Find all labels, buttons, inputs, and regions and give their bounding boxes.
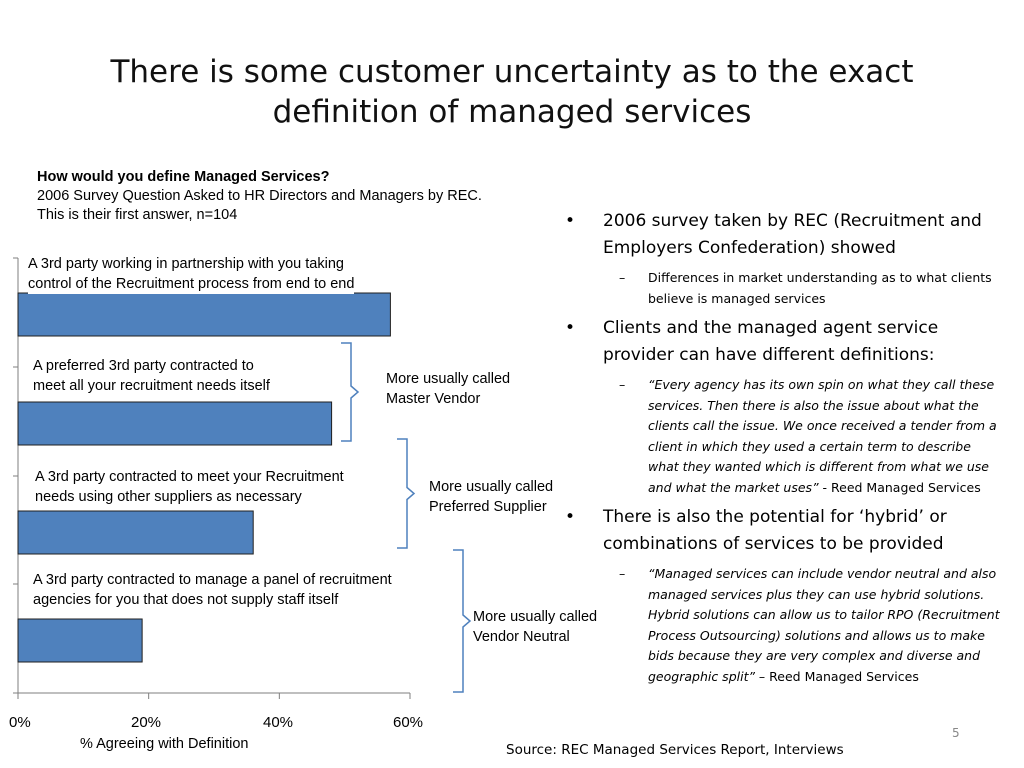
- bar-label-line2: needs using other suppliers as necessary: [35, 489, 302, 505]
- bar: [17, 510, 254, 555]
- callout-master-vendor: More usually called Master Vendor: [386, 369, 510, 409]
- bracket: [453, 549, 472, 693]
- bullet-item: 2006 survey taken by REC (Recruitment an…: [563, 208, 1003, 262]
- survey-question-subtitle: 2006 Survey Question Asked to HR Directo…: [37, 188, 482, 223]
- bullet-item: Clients and the managed agent service pr…: [563, 315, 1003, 369]
- bullet-item: There is also the potential for ‘hybrid’…: [563, 504, 1003, 558]
- x-axis-title: % Agreeing with Definition: [80, 736, 249, 752]
- bar-label-line1: A 3rd party contracted to meet your Recr…: [35, 469, 344, 485]
- bar-label-other-suppliers: A 3rd party contracted to meet your Recr…: [35, 467, 344, 507]
- x-tick-label: 20%: [131, 714, 162, 731]
- quote-text: “Managed services can include vendor neu…: [648, 566, 1000, 684]
- sub-bullet-item: “Every agency has its own spin on what t…: [563, 375, 1003, 498]
- survey-question: How would you define Managed Services? 2…: [37, 168, 507, 225]
- quote-text: “Every agency has its own spin on what t…: [648, 377, 997, 495]
- sub-bullet-item: “Managed services can include vendor neu…: [563, 564, 1003, 687]
- survey-question-title: How would you define Managed Services?: [37, 169, 330, 185]
- bar-label-line2: control of the Recruitment process from …: [28, 276, 355, 292]
- callout-line2: Vendor Neutral: [473, 629, 570, 645]
- bracket: [397, 438, 416, 549]
- x-tick-label: 40%: [263, 714, 294, 731]
- bar-label-line1: A 3rd party working in partnership with …: [28, 256, 344, 272]
- source-note: Source: REC Managed Services Report, Int…: [506, 742, 844, 758]
- bar-label-line2: meet all your recruitment needs itself: [33, 378, 270, 394]
- bar-label-line1: A preferred 3rd party contracted to: [33, 358, 254, 374]
- x-tick-label: 60%: [393, 714, 424, 731]
- page-number: 5: [952, 726, 960, 740]
- callout-line2: Preferred Supplier: [429, 499, 547, 515]
- bullet-list: 2006 survey taken by REC (Recruitment an…: [563, 208, 1003, 693]
- bar-label-line1: A 3rd party contracted to manage a panel…: [33, 572, 392, 588]
- callout-preferred-supplier: More usually called Preferred Supplier: [429, 477, 553, 517]
- bar: [17, 292, 391, 337]
- slide-title: There is some customer uncertainty as to…: [110, 54, 914, 130]
- bar-label-line2: agencies for you that does not supply st…: [33, 592, 339, 608]
- callout-line1: More usually called: [429, 479, 554, 495]
- bar-label-end-to-end: A 3rd party working in partnership with …: [28, 254, 355, 294]
- bar-label-preferred-3rd-party: A preferred 3rd party contracted to meet…: [33, 356, 270, 396]
- callout-line1: More usually called: [386, 371, 511, 387]
- sub-bullet-text: Differences in market understanding as t…: [648, 270, 992, 306]
- sub-bullet-item: Differences in market understanding as t…: [563, 268, 1003, 309]
- bar: [17, 618, 143, 663]
- quote-attribution: – Reed Managed Services: [754, 668, 919, 684]
- bracket: [341, 342, 360, 442]
- quote-attribution: - Reed Managed Services: [818, 479, 981, 495]
- x-tick-label: 0%: [9, 714, 31, 731]
- bar-label-manage-panel: A 3rd party contracted to manage a panel…: [33, 570, 392, 610]
- bar: [17, 401, 333, 446]
- callout-line2: Master Vendor: [386, 391, 481, 407]
